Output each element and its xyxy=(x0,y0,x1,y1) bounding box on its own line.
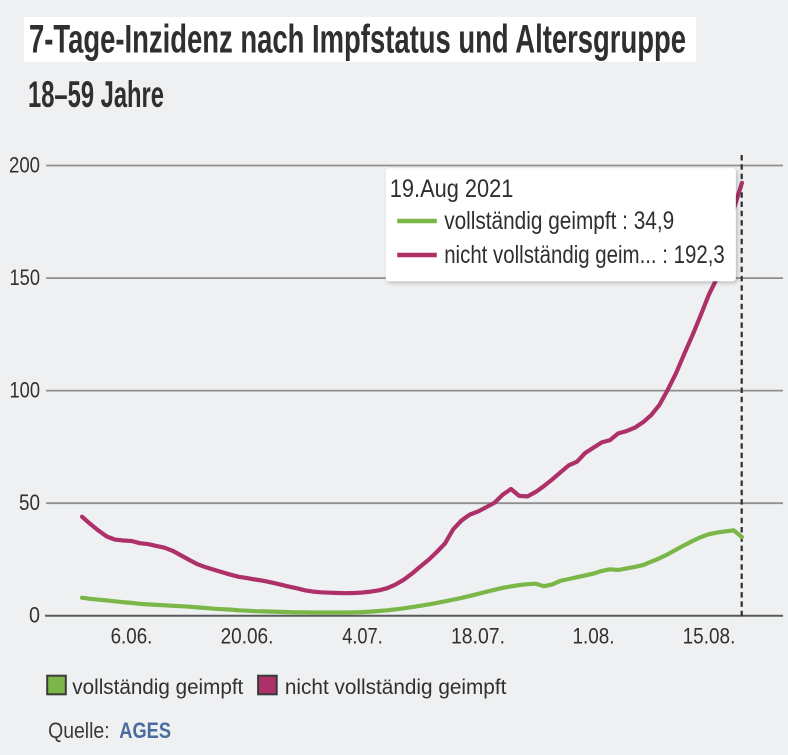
svg-text:vollständig geimpft: vollständig geimpft xyxy=(72,676,243,699)
svg-text:6.06.: 6.06. xyxy=(111,624,153,649)
svg-text:Quelle:: Quelle: xyxy=(48,718,110,743)
svg-text:0: 0 xyxy=(29,603,40,628)
svg-text:20.06.: 20.06. xyxy=(221,624,274,649)
svg-text:nicht vollständig geim... : 19: nicht vollständig geim... : 192,3 xyxy=(444,241,725,269)
svg-text:15.08.: 15.08. xyxy=(683,624,736,649)
svg-text:18.07.: 18.07. xyxy=(451,624,505,649)
svg-text:AGES: AGES xyxy=(119,718,171,743)
svg-text:4.07.: 4.07. xyxy=(342,624,383,649)
svg-text:vollständig geimpft : 34,9: vollständig geimpft : 34,9 xyxy=(444,207,674,235)
svg-text:nicht vollständig geimpft: nicht vollständig geimpft xyxy=(285,676,507,699)
svg-text:100: 100 xyxy=(10,378,41,403)
svg-text:150: 150 xyxy=(10,265,41,290)
svg-text:7-Tage-Inzidenz nach Impfstatu: 7-Tage-Inzidenz nach Impfstatus und Alte… xyxy=(29,18,686,62)
svg-text:19.Aug 2021: 19.Aug 2021 xyxy=(390,175,514,203)
svg-text:1.08.: 1.08. xyxy=(573,624,615,649)
svg-text:200: 200 xyxy=(9,153,40,178)
svg-text:50: 50 xyxy=(19,490,40,515)
svg-text:18–59 Jahre: 18–59 Jahre xyxy=(28,74,164,115)
